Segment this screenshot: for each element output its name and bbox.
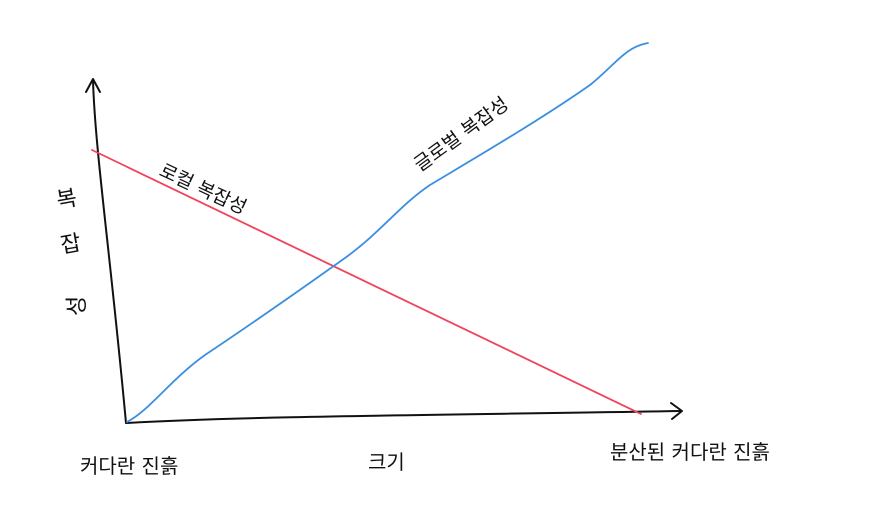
y-axis-label-char-1: 복 [55,186,79,214]
y-axis [92,79,127,424]
y-axis-label-char-3: 성 [65,296,90,316]
global-complexity-label: 글로벌 복잡성 [410,93,513,176]
x-axis-arrowhead [670,402,683,420]
x-axis [125,410,682,424]
local-complexity-label: 로컬 복잡성 [156,160,250,219]
x-axis-label: 크기 [368,450,405,474]
x-left-label: 커다란 진흙 [80,454,178,478]
y-axis-label-char-2: 잡 [59,231,83,259]
y-axis-arrowhead [85,78,101,93]
x-right-label: 분산된 커다란 진흙 [610,440,770,464]
global-complexity-curve [126,42,649,423]
local-complexity-line [91,149,642,415]
